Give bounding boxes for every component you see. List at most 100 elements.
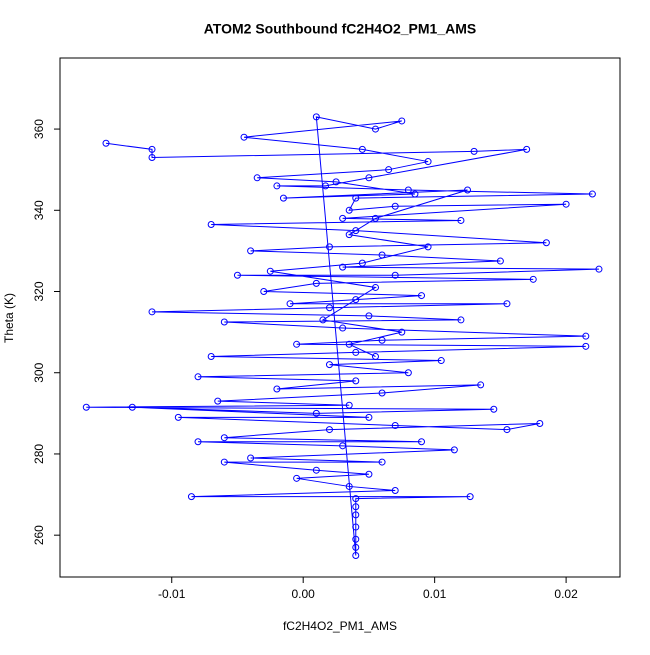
point bbox=[385, 166, 393, 174]
point bbox=[247, 247, 255, 255]
point bbox=[352, 227, 360, 235]
point bbox=[582, 332, 590, 340]
point bbox=[470, 147, 478, 155]
point bbox=[466, 493, 474, 501]
x-tick-label: 0.01 bbox=[423, 587, 447, 601]
point bbox=[365, 470, 373, 478]
point bbox=[352, 296, 360, 304]
point bbox=[464, 186, 472, 194]
point bbox=[371, 214, 379, 222]
point bbox=[233, 271, 241, 279]
point bbox=[371, 125, 379, 133]
point bbox=[148, 308, 156, 316]
x-tick-label: 0.00 bbox=[292, 587, 316, 601]
point bbox=[398, 328, 406, 336]
point bbox=[457, 316, 465, 324]
point bbox=[148, 145, 156, 153]
y-tick-label: 360 bbox=[32, 119, 46, 139]
point bbox=[214, 397, 222, 405]
point bbox=[247, 454, 255, 462]
point bbox=[253, 174, 261, 182]
point bbox=[352, 511, 360, 519]
point bbox=[352, 543, 360, 551]
point bbox=[595, 265, 603, 273]
point bbox=[542, 239, 550, 247]
point bbox=[352, 495, 360, 503]
point bbox=[260, 288, 268, 296]
point bbox=[391, 487, 399, 494]
y-tick-label: 340 bbox=[32, 200, 46, 220]
point bbox=[339, 214, 347, 222]
y-tick-label: 280 bbox=[32, 444, 46, 464]
point bbox=[371, 283, 379, 291]
point bbox=[404, 186, 412, 194]
connecting-line bbox=[86, 116, 599, 556]
point bbox=[352, 551, 360, 559]
point bbox=[391, 202, 399, 210]
point bbox=[312, 113, 320, 121]
point bbox=[240, 133, 248, 141]
point bbox=[128, 403, 136, 411]
plot-frame bbox=[59, 57, 621, 578]
point bbox=[391, 271, 399, 279]
point bbox=[174, 413, 182, 421]
point bbox=[325, 243, 333, 251]
point bbox=[358, 145, 366, 153]
point bbox=[345, 231, 353, 239]
point bbox=[312, 466, 320, 474]
point bbox=[352, 377, 360, 385]
point bbox=[339, 263, 347, 271]
point bbox=[325, 426, 333, 434]
point bbox=[457, 216, 465, 224]
point bbox=[536, 419, 544, 427]
point bbox=[345, 401, 353, 409]
point bbox=[286, 300, 294, 308]
point bbox=[378, 389, 386, 397]
point bbox=[477, 381, 485, 389]
point bbox=[503, 426, 511, 434]
point bbox=[503, 300, 511, 308]
point bbox=[345, 206, 353, 214]
point bbox=[187, 493, 195, 501]
point bbox=[404, 369, 412, 377]
point bbox=[325, 304, 333, 312]
point bbox=[371, 352, 379, 360]
point bbox=[339, 324, 347, 332]
point bbox=[220, 434, 228, 442]
point bbox=[312, 409, 320, 417]
x-tick-label: 0.02 bbox=[554, 587, 578, 601]
point bbox=[352, 503, 360, 511]
point bbox=[194, 438, 202, 446]
point bbox=[273, 182, 281, 190]
point bbox=[418, 438, 426, 446]
point bbox=[345, 482, 353, 490]
point bbox=[378, 458, 386, 466]
point bbox=[365, 174, 373, 182]
chart-title: ATOM2 Southbound fC2H4O2_PM1_AMS bbox=[204, 21, 477, 37]
point bbox=[273, 385, 281, 393]
point bbox=[391, 422, 399, 430]
point bbox=[194, 373, 202, 381]
point bbox=[220, 458, 228, 466]
point bbox=[365, 312, 373, 320]
point bbox=[312, 279, 320, 287]
point bbox=[352, 194, 360, 202]
point bbox=[207, 352, 215, 360]
point bbox=[220, 318, 228, 326]
y-tick-label: 300 bbox=[32, 362, 46, 382]
point bbox=[411, 190, 419, 198]
point bbox=[207, 221, 215, 229]
y-axis-label: Theta (K) bbox=[2, 293, 16, 343]
point bbox=[562, 200, 570, 208]
point bbox=[365, 413, 373, 421]
point bbox=[102, 139, 110, 147]
point bbox=[148, 153, 156, 161]
point bbox=[279, 194, 287, 202]
point bbox=[424, 243, 432, 251]
point bbox=[352, 535, 360, 543]
point bbox=[496, 257, 504, 265]
point bbox=[345, 340, 353, 348]
point bbox=[82, 403, 90, 411]
point bbox=[325, 361, 333, 369]
